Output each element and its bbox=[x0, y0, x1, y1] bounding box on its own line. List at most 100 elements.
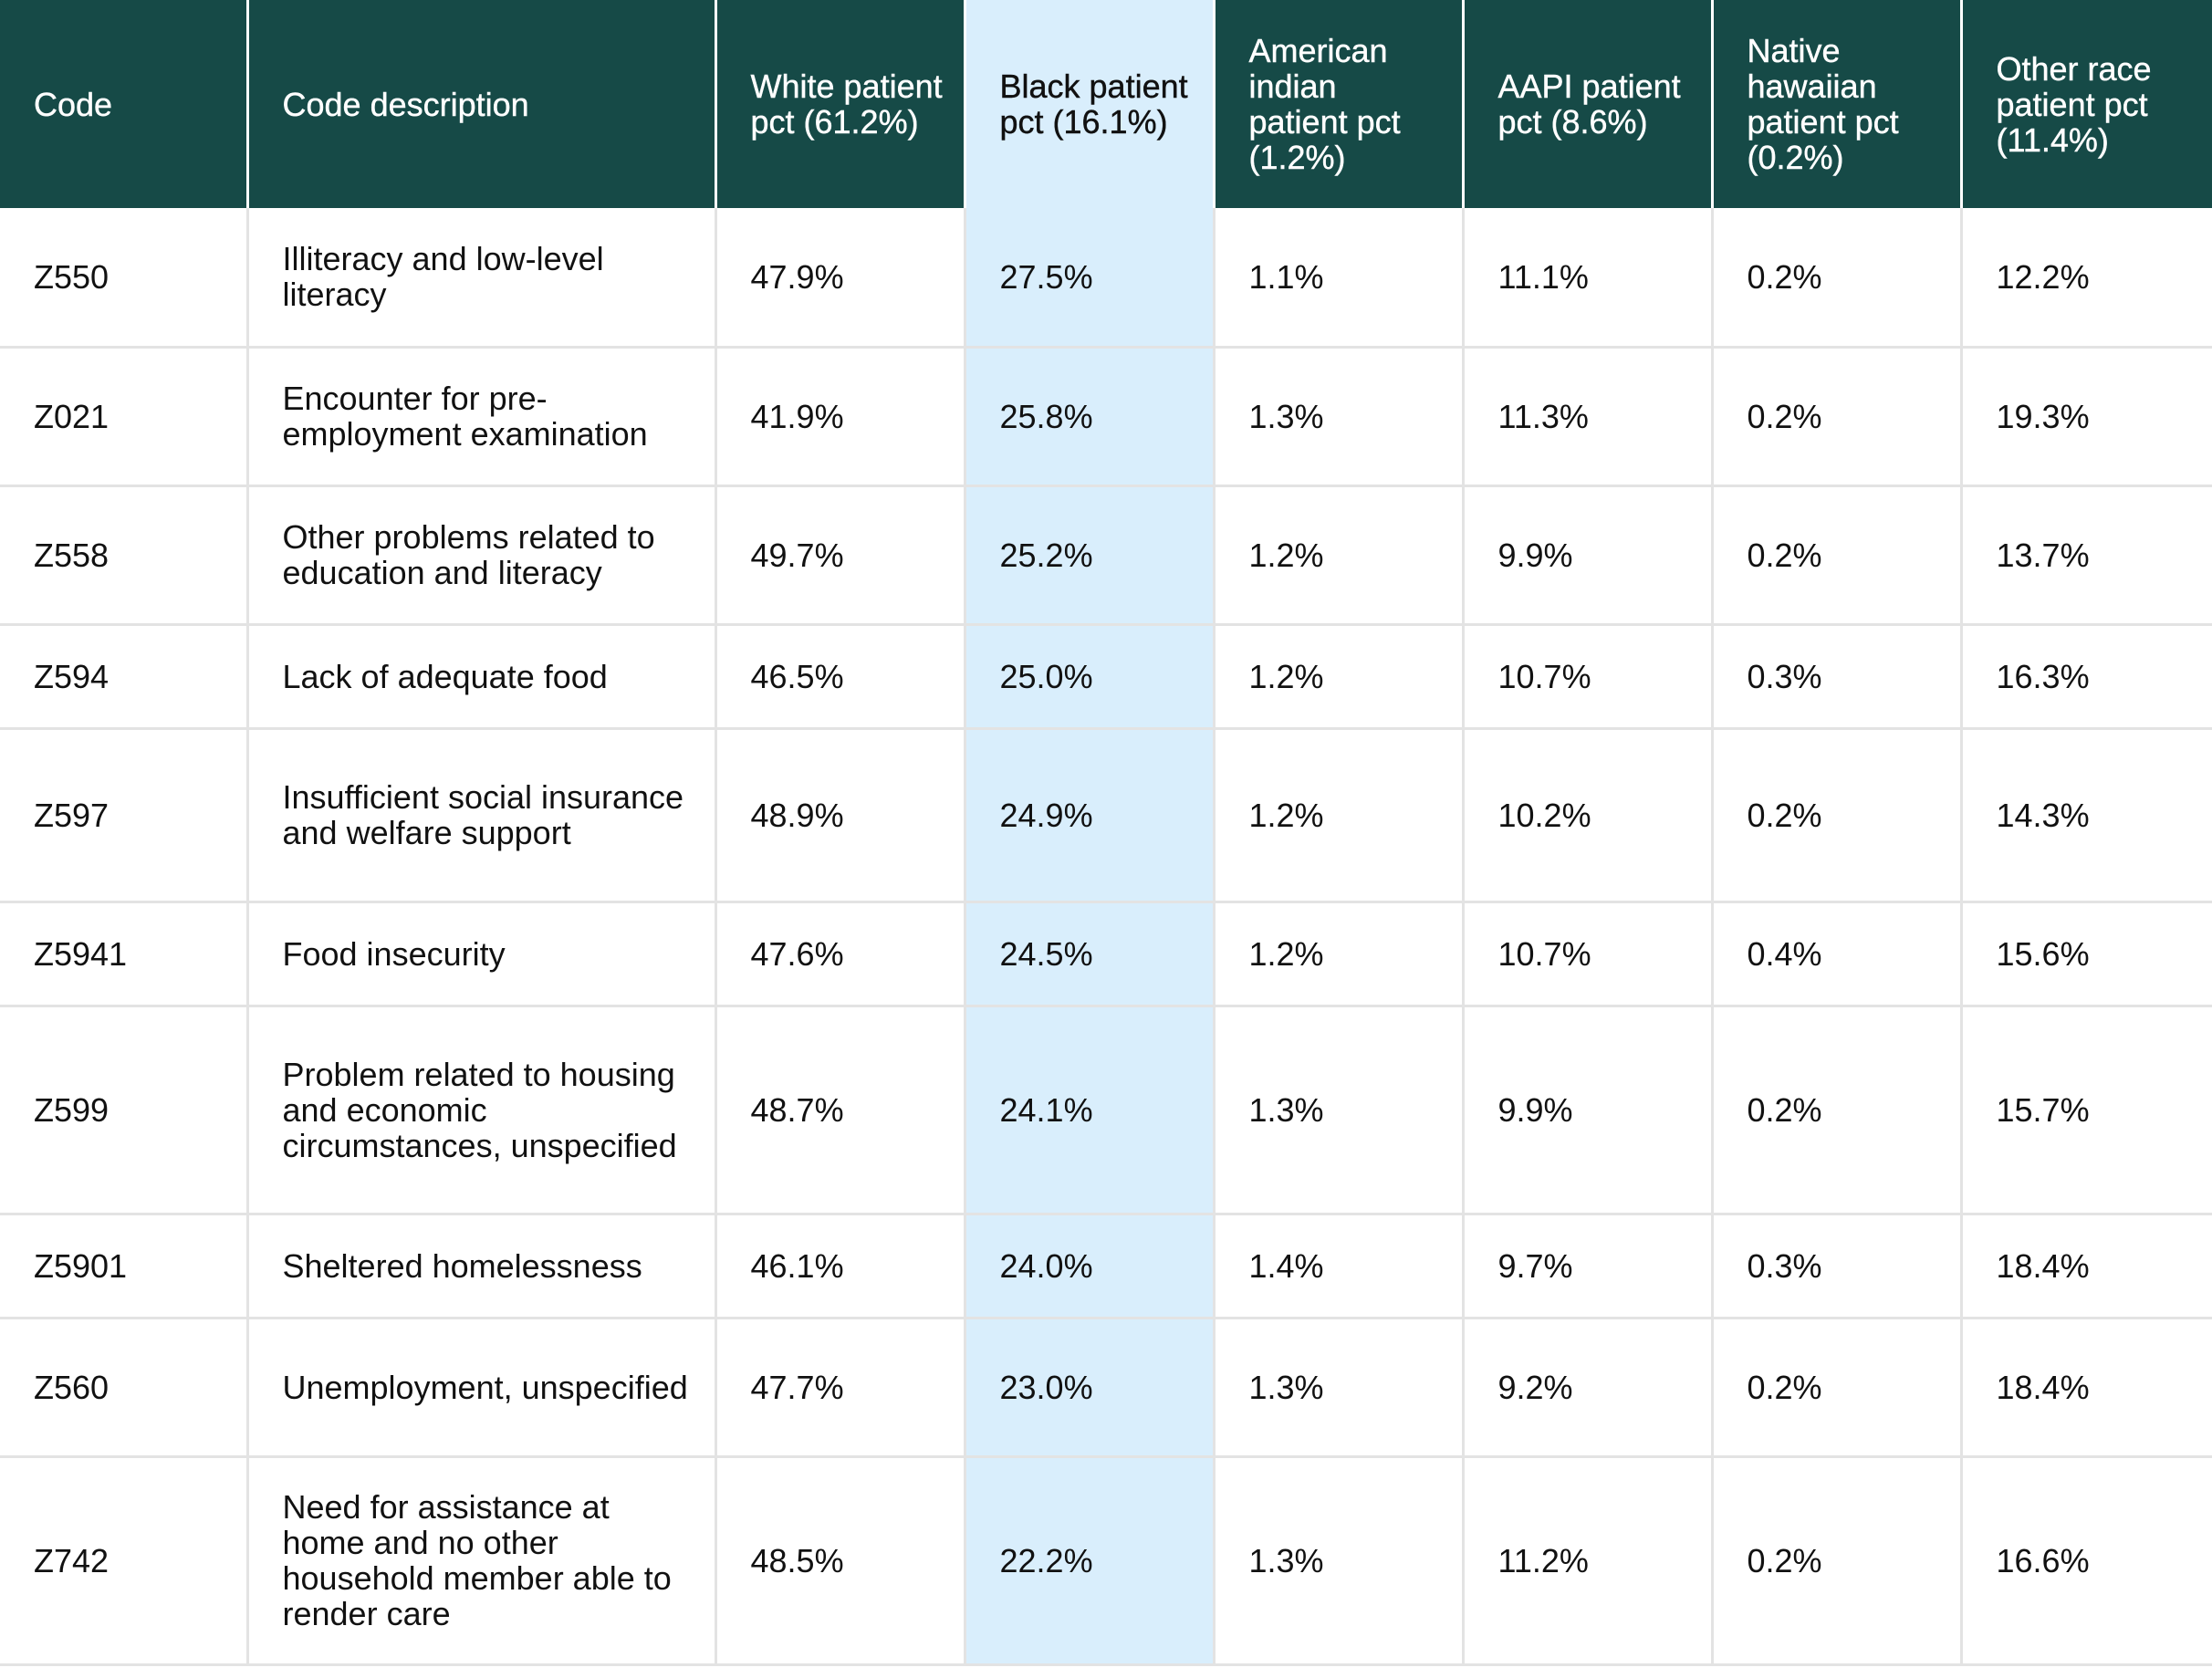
code-cell: Z560 bbox=[0, 1318, 249, 1458]
code-description-cell: Lack of adequate food bbox=[247, 624, 717, 730]
other-race-pct-cell: 15.7% bbox=[1961, 1006, 2212, 1215]
black-pct-cell: 25.2% bbox=[965, 485, 1216, 626]
aapi-pct-cell: 10.2% bbox=[1463, 728, 1714, 903]
native-hawaiian-pct-cell: 0.4% bbox=[1712, 902, 1963, 1007]
header-native-hawaiian-pct: Native hawaiian patient pct (0.2%) bbox=[1712, 0, 1963, 208]
aapi-pct-cell: 9.2% bbox=[1463, 1318, 1714, 1458]
white-pct-cell: 48.5% bbox=[715, 1456, 966, 1666]
white-pct-cell: 46.1% bbox=[715, 1214, 966, 1319]
native-hawaiian-pct-cell: 0.2% bbox=[1712, 1006, 1963, 1215]
native-hawaiian-pct-cell: 0.2% bbox=[1712, 208, 1963, 349]
table-row: Z742 Need for assistance at home and no o… bbox=[0, 1456, 2212, 1666]
american-indian-pct-cell: 1.3% bbox=[1214, 347, 1465, 487]
other-race-pct-cell: 18.4% bbox=[1961, 1214, 2212, 1319]
aapi-pct-cell: 9.9% bbox=[1463, 1006, 1714, 1215]
aapi-pct-cell: 10.7% bbox=[1463, 902, 1714, 1007]
american-indian-pct-cell: 1.1% bbox=[1214, 208, 1465, 349]
code-description-cell: Insufficient social insurance and welfar… bbox=[247, 728, 717, 903]
native-hawaiian-pct-cell: 0.2% bbox=[1712, 485, 1963, 626]
aapi-pct-cell: 9.7% bbox=[1463, 1214, 1714, 1319]
other-race-pct-cell: 19.3% bbox=[1961, 347, 2212, 487]
table-row: Z558 Other problems related to education … bbox=[0, 485, 2212, 626]
american-indian-pct-cell: 1.2% bbox=[1214, 485, 1465, 626]
native-hawaiian-pct-cell: 0.2% bbox=[1712, 347, 1963, 487]
code-description-cell: Encounter for pre-employment examination bbox=[247, 347, 717, 487]
other-race-pct-cell: 15.6% bbox=[1961, 902, 2212, 1007]
table-row: Z5901 Sheltered homelessness 46.1% 24.0% 1.4… bbox=[0, 1214, 2212, 1319]
code-description-cell: Problem related to housing and economic … bbox=[247, 1006, 717, 1215]
white-pct-cell: 41.9% bbox=[715, 347, 966, 487]
american-indian-pct-cell: 1.2% bbox=[1214, 902, 1465, 1007]
white-pct-cell: 49.7% bbox=[715, 485, 966, 626]
other-race-pct-cell: 16.3% bbox=[1961, 624, 2212, 730]
other-race-pct-cell: 18.4% bbox=[1961, 1318, 2212, 1458]
code-cell: Z5901 bbox=[0, 1214, 249, 1319]
american-indian-pct-cell: 1.2% bbox=[1214, 728, 1465, 903]
header-aapi-pct: AAPI patient pct (8.6%) bbox=[1463, 0, 1714, 208]
white-pct-cell: 47.9% bbox=[715, 208, 966, 349]
code-cell: Z558 bbox=[0, 485, 249, 626]
table-row: Z550 Illiteracy and low-level literacy 47.… bbox=[0, 208, 2212, 349]
header-american-indian-pct: American indian patient pct (1.2%) bbox=[1214, 0, 1465, 208]
native-hawaiian-pct-cell: 0.3% bbox=[1712, 624, 1963, 730]
code-cell: Z550 bbox=[0, 208, 249, 349]
code-description-cell: Need for assistance at home and no other… bbox=[247, 1456, 717, 1666]
white-pct-cell: 48.7% bbox=[715, 1006, 966, 1215]
american-indian-pct-cell: 1.3% bbox=[1214, 1006, 1465, 1215]
black-pct-cell: 22.2% bbox=[965, 1456, 1216, 1666]
header-white-pct: White patient pct (61.2%) bbox=[715, 0, 966, 208]
white-pct-cell: 48.9% bbox=[715, 728, 966, 903]
code-cell: Z597 bbox=[0, 728, 249, 903]
code-description-cell: Unemployment, unspecified bbox=[247, 1318, 717, 1458]
white-pct-cell: 47.6% bbox=[715, 902, 966, 1007]
american-indian-pct-cell: 1.4% bbox=[1214, 1214, 1465, 1319]
black-pct-cell: 24.1% bbox=[965, 1006, 1216, 1215]
aapi-pct-cell: 10.7% bbox=[1463, 624, 1714, 730]
american-indian-pct-cell: 1.3% bbox=[1214, 1318, 1465, 1458]
table-header: Code Code description White patient pct … bbox=[0, 0, 2212, 208]
other-race-pct-cell: 14.3% bbox=[1961, 728, 2212, 903]
other-race-pct-cell: 12.2% bbox=[1961, 208, 2212, 349]
aapi-pct-cell: 11.3% bbox=[1463, 347, 1714, 487]
code-cell: Z5941 bbox=[0, 902, 249, 1007]
code-description-cell: Sheltered homelessness bbox=[247, 1214, 717, 1319]
black-pct-cell: 25.0% bbox=[965, 624, 1216, 730]
other-race-pct-cell: 16.6% bbox=[1961, 1456, 2212, 1666]
native-hawaiian-pct-cell: 0.2% bbox=[1712, 1318, 1963, 1458]
table-body: Z550 Illiteracy and low-level literacy 47.… bbox=[0, 208, 2212, 1666]
header-black-pct: Black patient pct (16.1%) bbox=[965, 0, 1216, 208]
american-indian-pct-cell: 1.2% bbox=[1214, 624, 1465, 730]
code-cell: Z599 bbox=[0, 1006, 249, 1215]
table-row: Z594 Lack of adequate food 46.5% 25.0% 1.2% 1… bbox=[0, 624, 2212, 730]
american-indian-pct-cell: 1.3% bbox=[1214, 1456, 1465, 1666]
table-row: Z599 Problem related to housing and econo… bbox=[0, 1006, 2212, 1215]
header-code-description: Code description bbox=[247, 0, 717, 208]
header-code: Code bbox=[0, 0, 249, 208]
table-row: Z5941 Food insecurity 47.6% 24.5% 1.2% 10.7% 0… bbox=[0, 902, 2212, 1007]
black-pct-cell: 25.8% bbox=[965, 347, 1216, 487]
black-pct-cell: 24.0% bbox=[965, 1214, 1216, 1319]
black-pct-cell: 24.9% bbox=[965, 728, 1216, 903]
code-description-cell: Other problems related to education and … bbox=[247, 485, 717, 626]
code-description-cell: Illiteracy and low-level literacy bbox=[247, 208, 717, 349]
header-row: Code Code description White patient pct … bbox=[0, 0, 2212, 208]
native-hawaiian-pct-cell: 0.2% bbox=[1712, 728, 1963, 903]
black-pct-cell: 23.0% bbox=[965, 1318, 1216, 1458]
aapi-pct-cell: 9.9% bbox=[1463, 485, 1714, 626]
code-description-cell: Food insecurity bbox=[247, 902, 717, 1007]
aapi-pct-cell: 11.1% bbox=[1463, 208, 1714, 349]
header-other-race-pct: Other race patient pct (11.4%) bbox=[1961, 0, 2212, 208]
native-hawaiian-pct-cell: 0.3% bbox=[1712, 1214, 1963, 1319]
black-pct-cell: 24.5% bbox=[965, 902, 1216, 1007]
table-row: Z021 Encounter for pre-employment examina… bbox=[0, 347, 2212, 487]
table-row: Z597 Insufficient social insurance and we… bbox=[0, 728, 2212, 903]
code-cell: Z742 bbox=[0, 1456, 249, 1666]
white-pct-cell: 46.5% bbox=[715, 624, 966, 730]
aapi-pct-cell: 11.2% bbox=[1463, 1456, 1714, 1666]
black-pct-cell: 27.5% bbox=[965, 208, 1216, 349]
code-cell: Z021 bbox=[0, 347, 249, 487]
white-pct-cell: 47.7% bbox=[715, 1318, 966, 1458]
code-cell: Z594 bbox=[0, 624, 249, 730]
native-hawaiian-pct-cell: 0.2% bbox=[1712, 1456, 1963, 1666]
